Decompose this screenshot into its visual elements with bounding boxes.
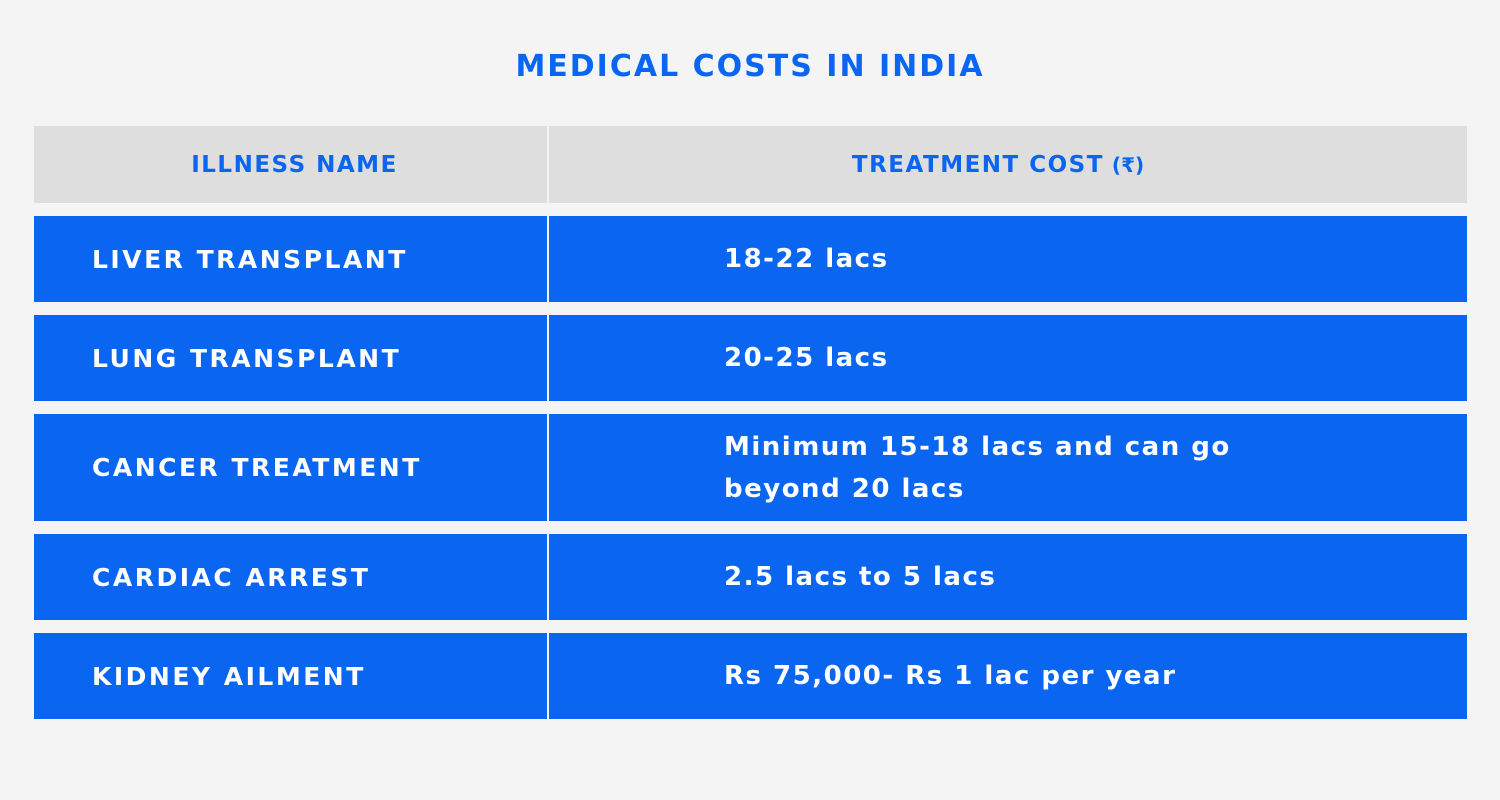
table-row: LIVER TRANSPLANT 18-22 lacs bbox=[34, 216, 1467, 302]
table-row: KIDNEY AILMENT Rs 75,000- Rs 1 lac per y… bbox=[34, 633, 1467, 719]
header-illness-label: ILLNESS NAME bbox=[191, 151, 398, 178]
illness-cell: LUNG TRANSPLANT bbox=[34, 315, 547, 401]
cost-cell: Rs 75,000- Rs 1 lac per year bbox=[547, 633, 1467, 719]
cost-cell: 18-22 lacs bbox=[547, 216, 1467, 302]
illness-cell: CARDIAC ARREST bbox=[34, 534, 547, 620]
table-row: CANCER TREATMENT Minimum 15-18 lacs and … bbox=[34, 414, 1467, 521]
table-header-row: ILLNESS NAME TREATMENT COST (₹) bbox=[34, 126, 1467, 203]
cost-cell: Minimum 15-18 lacs and can go beyond 20 … bbox=[547, 414, 1467, 521]
treatment-cost: Rs 75,000- Rs 1 lac per year bbox=[724, 661, 1177, 691]
illness-name: LUNG TRANSPLANT bbox=[92, 343, 402, 373]
cost-cell: 20-25 lacs bbox=[547, 315, 1467, 401]
medical-costs-table: ILLNESS NAME TREATMENT COST (₹) LIVER TR… bbox=[34, 126, 1467, 719]
table-row: CARDIAC ARREST 2.5 lacs to 5 lacs bbox=[34, 534, 1467, 620]
illness-name: LIVER TRANSPLANT bbox=[92, 244, 408, 274]
treatment-cost: Minimum 15-18 lacs and can go beyond 20 … bbox=[724, 431, 1231, 504]
table-row: LUNG TRANSPLANT 20-25 lacs bbox=[34, 315, 1467, 401]
header-cost-unit: (₹) bbox=[1111, 152, 1145, 177]
treatment-cost: 2.5 lacs to 5 lacs bbox=[724, 562, 997, 592]
cost-cell: 2.5 lacs to 5 lacs bbox=[547, 534, 1467, 620]
illness-name: CANCER TREATMENT bbox=[92, 453, 422, 482]
illness-name: CARDIAC ARREST bbox=[92, 562, 371, 592]
treatment-cost: 20-25 lacs bbox=[724, 343, 889, 373]
treatment-cost: 18-22 lacs bbox=[724, 244, 889, 274]
page-title: MEDICAL COSTS IN INDIA bbox=[515, 49, 985, 84]
header-cost-label: TREATMENT COST bbox=[851, 151, 1104, 178]
illness-cell: CANCER TREATMENT bbox=[34, 414, 547, 521]
header-cell-illness: ILLNESS NAME bbox=[34, 126, 547, 203]
header-cell-cost: TREATMENT COST (₹) bbox=[547, 126, 1467, 203]
illness-cell: LIVER TRANSPLANT bbox=[34, 216, 547, 302]
illness-name: KIDNEY AILMENT bbox=[92, 661, 366, 691]
illness-cell: KIDNEY AILMENT bbox=[34, 633, 547, 719]
